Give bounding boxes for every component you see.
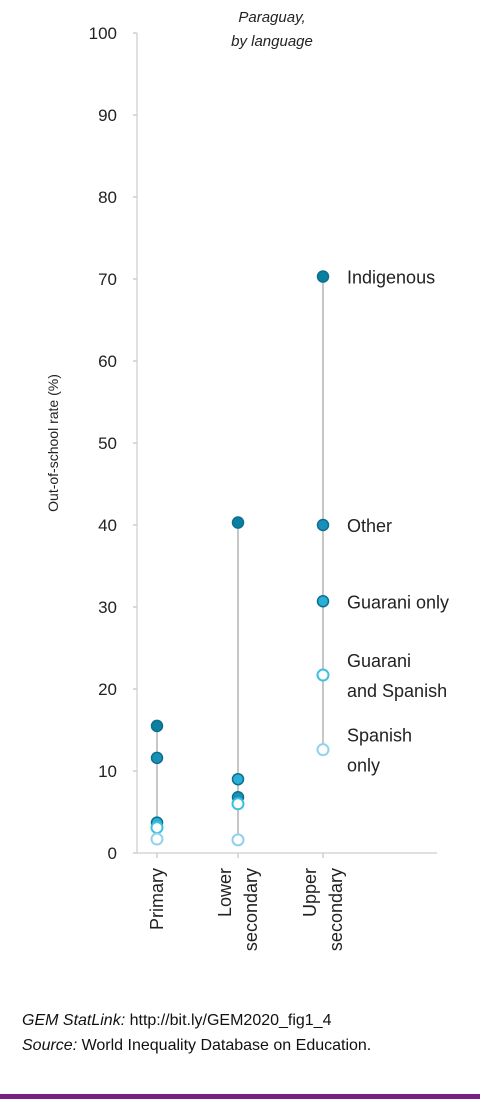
data-point	[316, 668, 330, 682]
x-tick-label: Lower	[215, 868, 235, 917]
data-point	[316, 595, 330, 608]
series-label: Indigenous	[347, 268, 435, 288]
y-axis-label: Out-of-school rate (%)	[45, 374, 61, 512]
data-point	[150, 821, 164, 835]
x-tick-label: secondary	[241, 868, 261, 951]
data-point	[150, 751, 164, 765]
data-point	[316, 518, 330, 532]
series-label: and Spanish	[347, 681, 447, 701]
chart-svg: Paraguay, by language 0 10 20 30 40 50 60 70 80 90 1…	[45, 9, 449, 951]
chart: Paraguay, by language 0 10 20 30 40 50 60 70 80 90 1…	[45, 9, 449, 951]
source-text: World Inequality Database on Education.	[77, 1037, 372, 1054]
data-point	[150, 719, 164, 733]
footer: GEM StatLink: http://bit.ly/GEM2020_fig1…	[22, 1008, 472, 1058]
data-point	[231, 772, 245, 786]
x-tick-label: Upper	[300, 868, 320, 917]
x-tick-label: Primary	[147, 868, 167, 930]
x-tick-label: secondary	[326, 868, 346, 951]
statlink-url[interactable]: http://bit.ly/GEM2020_fig1_4	[125, 1012, 332, 1029]
y-tick-label: 50	[98, 434, 117, 453]
y-tick-label: 40	[98, 516, 117, 535]
y-tick-label: 70	[98, 270, 117, 289]
y-tick-label: 90	[98, 106, 117, 125]
data-point	[231, 516, 245, 529]
chart-subtitle-line1: Paraguay,	[238, 9, 305, 26]
y-tick-label: 20	[98, 680, 117, 699]
y-tick-label: 100	[89, 24, 117, 43]
data-point	[231, 833, 245, 847]
y-tick-label: 30	[98, 598, 117, 617]
series-label: Other	[347, 516, 392, 536]
chart-subtitle-line2: by language	[231, 33, 313, 50]
y-tick-label: 10	[98, 762, 117, 781]
series-label: Guarani	[347, 651, 411, 671]
statlink-line: GEM StatLink: http://bit.ly/GEM2020_fig1…	[22, 1008, 472, 1033]
series-label: only	[347, 756, 380, 776]
series-label: Guarani only	[347, 592, 449, 612]
y-tick-label: 80	[98, 188, 117, 207]
y-tick-label: 60	[98, 352, 117, 371]
bottom-divider	[0, 1094, 480, 1099]
y-tick-label: 0	[108, 844, 117, 863]
data-point	[231, 797, 245, 811]
source-line: Source: World Inequality Database on Edu…	[22, 1033, 472, 1058]
data-point	[316, 270, 330, 283]
series-label: Spanish	[347, 726, 412, 746]
data-point	[316, 743, 330, 757]
data-point	[150, 832, 164, 846]
statlink-label: GEM StatLink:	[22, 1012, 126, 1029]
source-label: Source:	[22, 1037, 78, 1054]
